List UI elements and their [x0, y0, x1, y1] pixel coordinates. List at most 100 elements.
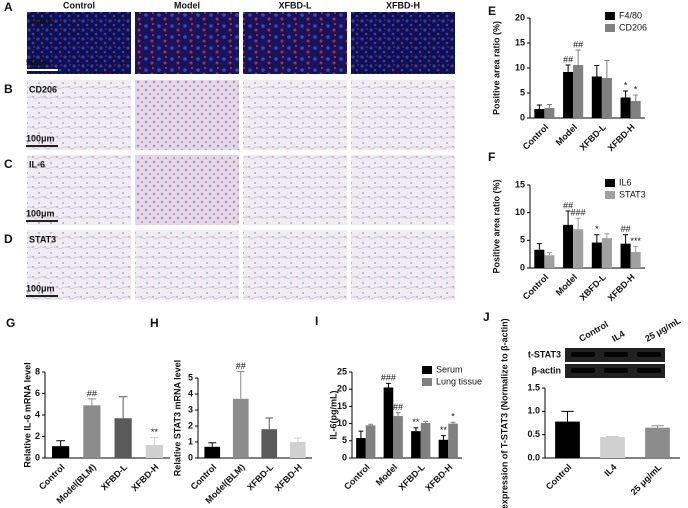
- y-tick-label: 5: [342, 435, 347, 445]
- error-bar: [450, 421, 456, 424]
- legend-label: Lung tissue: [436, 376, 482, 386]
- y-tick-label: 0: [188, 452, 193, 462]
- y-axis-label: Positive area ratio (%): [491, 179, 501, 273]
- error-bar: [208, 442, 217, 447]
- legend-label: Serum: [436, 364, 463, 374]
- legend-swatch: [605, 191, 615, 199]
- error-bar: [594, 234, 600, 243]
- x-tick-label: XFBD-L: [578, 122, 609, 153]
- error-bar: [236, 371, 245, 399]
- x-tick-label: XFBD-L: [245, 462, 276, 493]
- blot-band: [571, 352, 595, 357]
- error-bar: [546, 252, 552, 256]
- x-tick-label: Control: [342, 462, 372, 492]
- bar: [52, 446, 70, 458]
- blot-label: t-STAT3: [528, 349, 561, 359]
- y-axis-label: The expression of T-STAT3 (Normalize to …: [499, 318, 509, 508]
- bar: [420, 422, 431, 458]
- x-tick-label: XFBD-L: [99, 462, 130, 493]
- scale-label: 100μm: [26, 133, 55, 143]
- micrograph: [351, 230, 455, 300]
- y-tick-label: 1.5: [527, 382, 540, 392]
- error-bar: [623, 234, 629, 244]
- bar: [393, 416, 403, 458]
- significance-mark: *: [451, 412, 455, 422]
- micrograph: [351, 155, 455, 225]
- micrograph: [351, 80, 455, 150]
- error-bar: [413, 427, 419, 432]
- bar: [544, 108, 555, 118]
- micrograph: [351, 12, 455, 74]
- legend-swatch: [422, 378, 432, 386]
- micrograph: [135, 155, 239, 225]
- micrograph: [27, 230, 131, 300]
- significance-mark: ##: [236, 361, 246, 371]
- error-bar: [575, 49, 581, 65]
- y-tick-label: 5: [520, 235, 525, 245]
- scale-label: 100μm: [26, 283, 55, 293]
- y-axis-label: Positive area ratio (%): [491, 21, 501, 115]
- y-tick-label: 0: [342, 452, 347, 462]
- significance-mark: *: [624, 80, 628, 90]
- x-tick-label: Model: [554, 272, 579, 297]
- legend-label: F4/80: [619, 10, 642, 20]
- significance-mark: ##: [393, 402, 403, 412]
- significance-mark: ##: [87, 388, 97, 398]
- bar: [83, 405, 101, 458]
- y-tick-label: 10: [515, 62, 525, 72]
- y-tick-label: 15: [337, 401, 347, 411]
- bar: [620, 243, 631, 268]
- y-tick-label: 0.5: [527, 429, 540, 439]
- error-bar: [368, 423, 373, 426]
- error-bar: [87, 398, 97, 406]
- bar: [645, 427, 670, 458]
- x-tick-label: Model: [554, 122, 579, 147]
- error-bar: [565, 210, 571, 225]
- legend-swatch: [422, 366, 432, 374]
- x-tick-label: Model: [374, 462, 399, 487]
- y-tick-label: 4: [35, 409, 40, 419]
- row-label: CD206: [29, 84, 57, 94]
- y-tick-label: 20: [515, 12, 525, 22]
- x-tick-label: Control: [521, 122, 551, 152]
- significance-mark: ##: [563, 54, 573, 64]
- y-tick-label: 0: [520, 112, 525, 122]
- blot-band: [571, 368, 595, 373]
- panel-letter: E: [488, 4, 496, 18]
- panel-letter: B: [4, 82, 13, 96]
- error-bar: [633, 94, 639, 101]
- error-bar: [561, 410, 574, 422]
- blot-band: [604, 352, 628, 357]
- error-bar: [386, 382, 391, 388]
- x-tick-label: XFBD-H: [423, 462, 454, 493]
- bar: [204, 446, 221, 458]
- error-bar: [604, 233, 610, 239]
- y-tick-label: 0: [35, 452, 40, 462]
- bar: [630, 251, 641, 268]
- significance-mark: ##: [563, 200, 573, 210]
- chart: F Positive area ratio (%) 0 5 10 15 Control Mod…: [488, 150, 646, 303]
- y-tick-label: 8: [35, 366, 40, 376]
- x-tick-label: Control: [544, 462, 574, 492]
- significance-mark: *: [595, 224, 599, 234]
- bar: [145, 445, 163, 458]
- row-label: F4/80: [29, 16, 52, 26]
- panel-letter: D: [4, 232, 13, 246]
- error-bar: [633, 245, 639, 252]
- blot-lane-label: IL4: [610, 329, 626, 344]
- micrograph: [27, 155, 131, 225]
- x-tick-label: XFBD-H: [606, 272, 637, 303]
- blot-band: [637, 352, 661, 357]
- x-tick-label: Control: [37, 462, 67, 492]
- legend-label: IL6: [619, 177, 632, 187]
- panel-letter: H: [150, 316, 159, 330]
- y-tick-label: 2: [188, 420, 193, 430]
- micrograph: [243, 12, 347, 74]
- legend-label: STAT3: [619, 189, 646, 199]
- error-bar: [623, 90, 629, 98]
- legend-swatch: [605, 12, 615, 20]
- legend-swatch: [605, 24, 615, 32]
- x-tick-label: 25 μg/mL: [629, 462, 664, 497]
- y-axis-label: Relative IL-6 mRNA level: [22, 362, 32, 467]
- y-tick-label: 15: [515, 179, 525, 189]
